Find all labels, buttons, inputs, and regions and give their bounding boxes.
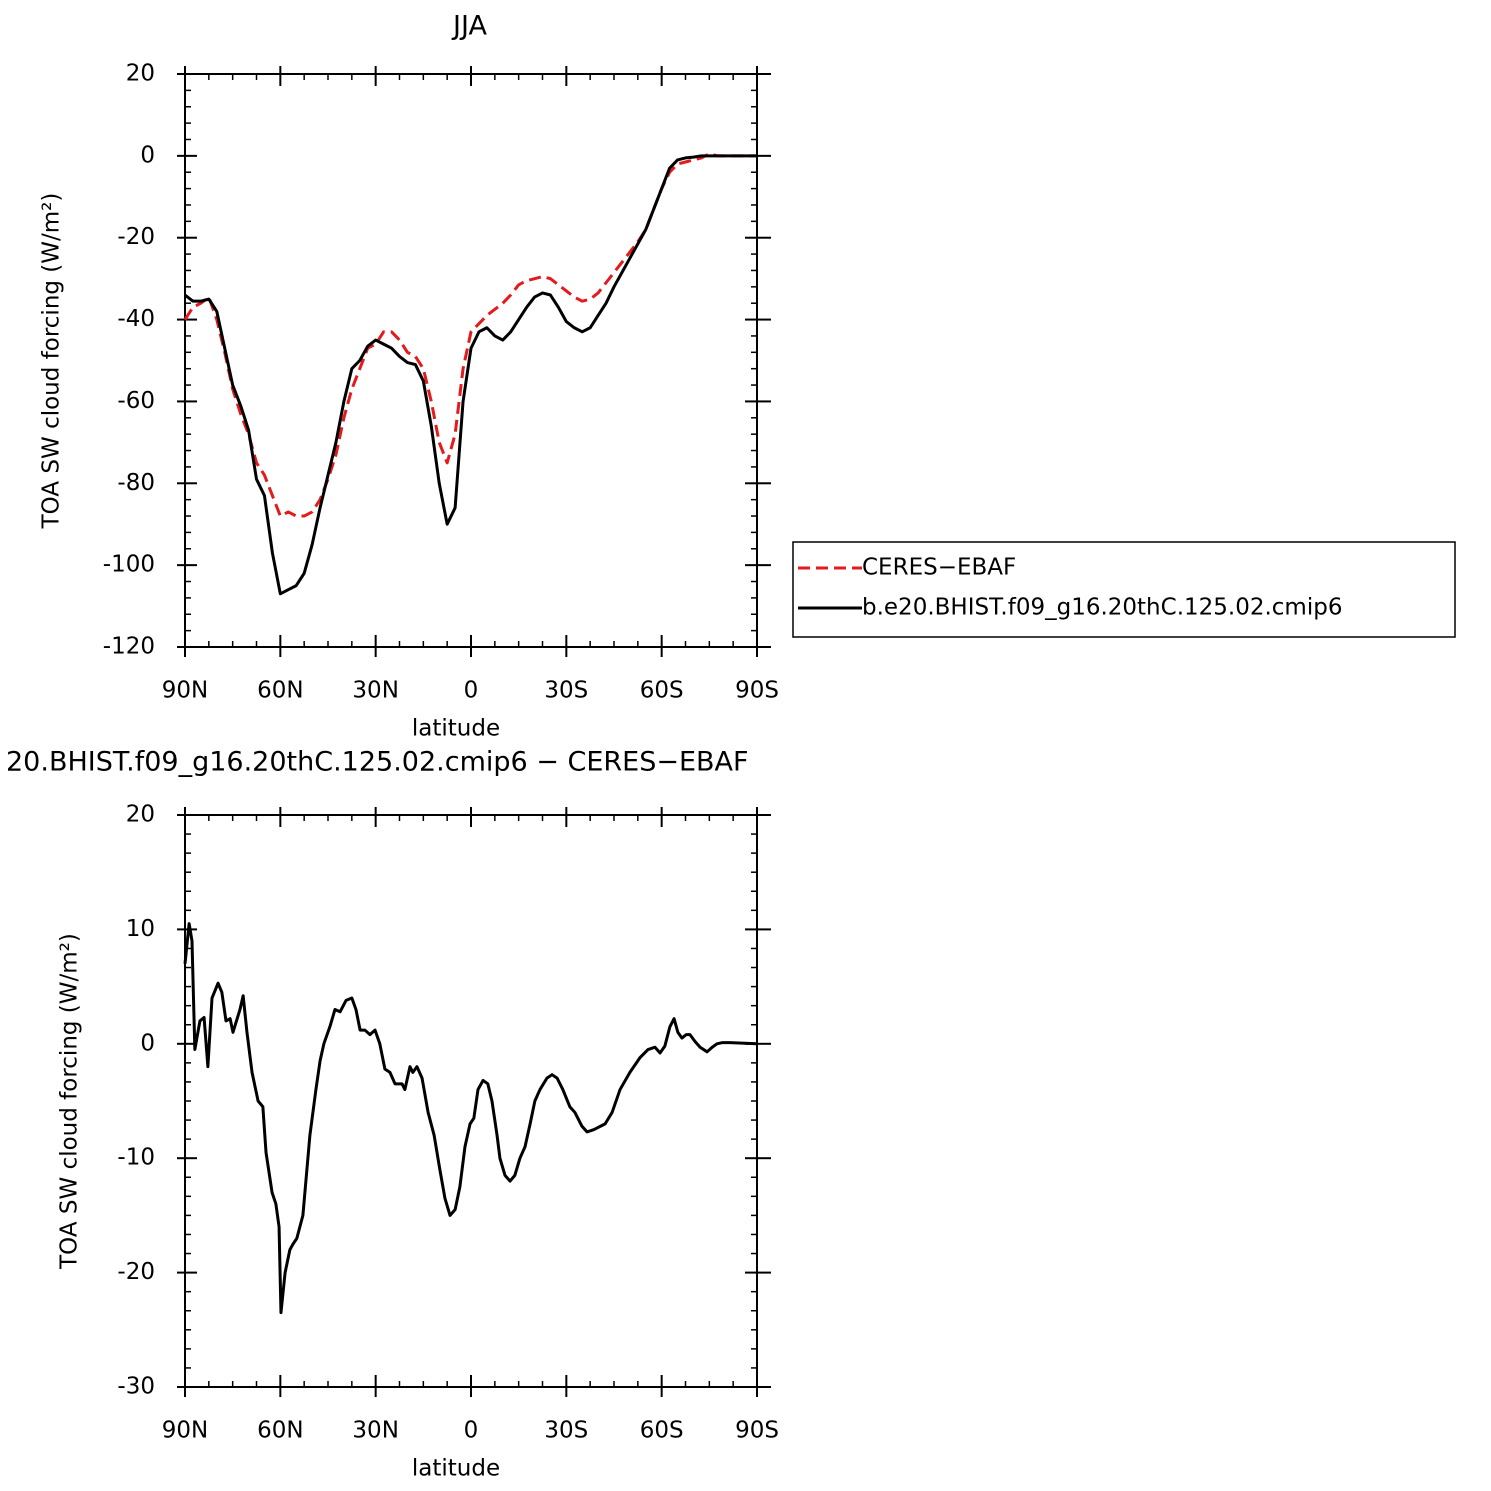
- plot-frame: [184, 73, 758, 648]
- y-tick-label: -40: [117, 306, 155, 332]
- legend-label: b.e20.BHIST.f09_g16.20thC.125.02.cmip6: [862, 595, 1342, 621]
- x-tick-label: 30S: [544, 1418, 588, 1444]
- chart-title: 20.BHIST.f09_g16.20thC.125.02.cmip6 − CE…: [6, 747, 749, 778]
- y-axis-label: TOA SW cloud forcing (W/m²): [39, 193, 65, 530]
- x-tick-label: 90N: [162, 678, 208, 704]
- x-axis-label: latitude: [412, 1456, 500, 1482]
- y-tick-label: 0: [140, 1030, 155, 1056]
- x-tick-label: 30S: [544, 678, 588, 704]
- y-tick-label: -30: [117, 1374, 155, 1400]
- x-tick-label: 60N: [257, 678, 303, 704]
- y-tick-label: 0: [140, 142, 155, 168]
- x-tick-label: 30N: [352, 678, 398, 704]
- x-tick-label: 90S: [735, 1418, 779, 1444]
- chart-title: JJA: [451, 11, 487, 42]
- x-tick-label: 90N: [162, 1418, 208, 1444]
- legend-label: CERES−EBAF: [862, 555, 1016, 581]
- y-tick-label: 20: [126, 802, 155, 828]
- plot-frame: [184, 814, 758, 1388]
- legend-box: [792, 541, 1456, 638]
- y-tick-label: 20: [126, 61, 155, 87]
- data-line: [184, 154, 757, 596]
- y-axis-label: TOA SW cloud forcing (W/m²): [57, 933, 83, 1270]
- x-tick-label: 60S: [640, 678, 684, 704]
- x-tick-label: 0: [464, 678, 479, 704]
- y-tick-label: -100: [103, 552, 155, 578]
- y-tick-label: -10: [117, 1145, 155, 1171]
- x-tick-label: 60S: [640, 1418, 684, 1444]
- x-tick-label: 60N: [257, 1418, 303, 1444]
- y-tick-label: -60: [117, 388, 155, 414]
- x-tick-label: 0: [464, 1418, 479, 1444]
- x-tick-label: 90S: [735, 678, 779, 704]
- y-tick-label: 10: [126, 916, 155, 942]
- x-tick-label: 30N: [352, 1418, 398, 1444]
- data-line: [183, 922, 758, 1315]
- y-tick-label: -20: [117, 224, 155, 250]
- y-tick-label: -120: [103, 634, 155, 660]
- y-tick-label: -20: [117, 1259, 155, 1285]
- data-line: [183, 152, 757, 518]
- x-axis-label: latitude: [412, 716, 500, 742]
- y-tick-label: -80: [117, 470, 155, 496]
